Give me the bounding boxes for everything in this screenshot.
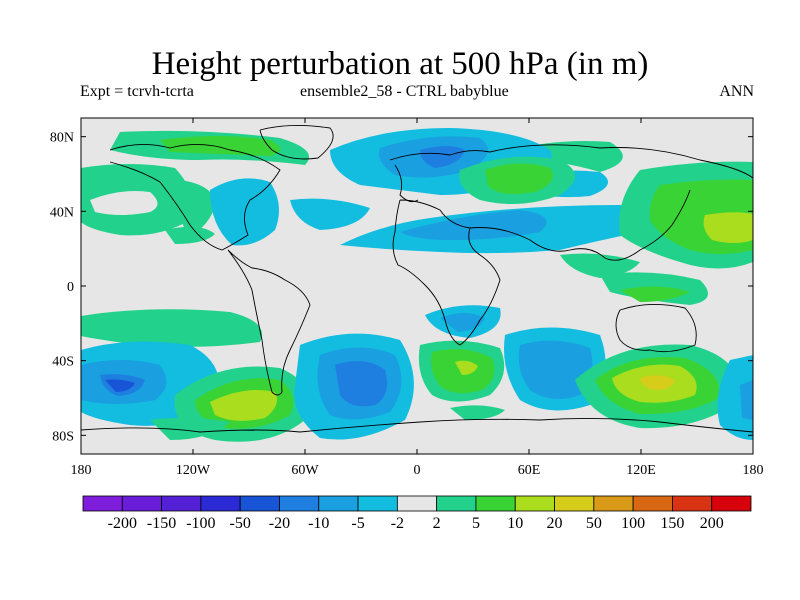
colorbar-swatch	[279, 495, 320, 512]
lon-tick-label: 180	[743, 463, 764, 478]
lat-tick-label: 40S	[52, 355, 74, 370]
colorbar: -200 -150 -100 -50 -20 -10 -5 -2 2 5 10 20 50 100 150 2…	[82, 495, 752, 532]
colorbar-swatch	[632, 495, 673, 512]
colorbar-label: 100	[621, 515, 645, 532]
contour-field	[81, 118, 753, 454]
colorbar-label: -200	[108, 515, 137, 532]
subtitle-experiment: Expt = tcrvh-tcrta	[80, 83, 194, 100]
colorbar-swatch	[672, 495, 713, 512]
lat-tick-label: 80S	[52, 429, 74, 444]
subtitle-ensemble: ensemble2_58 - CTRL babyblue	[300, 83, 509, 100]
lon-tick-label: 120E	[626, 463, 656, 478]
lat-tick-label: 80N	[50, 131, 74, 146]
colorbar-label: 50	[586, 515, 602, 532]
coastlines	[81, 124, 753, 433]
lon-tick-label: 0	[414, 463, 421, 478]
colorbar-label: -10	[308, 515, 329, 532]
colorbar-swatch	[161, 495, 202, 512]
colorbar-swatch	[554, 495, 595, 512]
latitude-axis: 80N 40N 0 40S 80S	[50, 131, 753, 444]
colorbar-swatch	[396, 495, 438, 512]
lon-tick-label: 60E	[518, 463, 541, 478]
lon-tick-label: 60W	[291, 463, 319, 478]
colorbar-swatch	[475, 495, 516, 512]
colorbar-swatch	[357, 495, 398, 512]
colorbar-label: 5	[472, 515, 480, 532]
colorbar-label: -100	[186, 515, 215, 532]
south-pacific-band-contour	[81, 309, 262, 347]
colorbar-swatch	[82, 495, 123, 512]
colorbar-label: 200	[700, 515, 724, 532]
north-america-contour	[210, 178, 279, 246]
colorbar-label: -2	[391, 515, 404, 532]
subtitle-season: ANN	[719, 83, 754, 100]
colorbar-label: -50	[230, 515, 251, 532]
colorbar-swatch	[200, 495, 241, 512]
colorbar-label: -20	[269, 515, 290, 532]
colorbar-swatch	[318, 495, 359, 512]
lat-tick-label: 40N	[50, 205, 74, 220]
colorbar-swatch	[239, 495, 280, 512]
map-title: Height perturbation at 500 hPa (in m)	[151, 46, 649, 82]
longitude-axis: 180 120W 60W 0 60E 120E 180	[71, 118, 764, 478]
colorbar-swatch	[514, 495, 555, 512]
colorbar-label: 10	[507, 515, 523, 532]
colorbar-swatch	[711, 495, 752, 512]
colorbar-label: -5	[351, 515, 364, 532]
colorbar-swatch	[593, 495, 634, 512]
greenland-contour	[160, 136, 280, 156]
colorbar-label: -150	[147, 515, 176, 532]
lat-tick-label: 0	[67, 280, 74, 295]
colorbar-swatch	[436, 495, 477, 512]
colorbar-label: 2	[433, 515, 441, 532]
colorbar-label: 150	[660, 515, 684, 532]
lon-tick-label: 180	[71, 463, 92, 478]
colorbar-swatch	[121, 495, 162, 512]
lon-tick-label: 120W	[176, 463, 211, 478]
colorbar-label: 20	[547, 515, 563, 532]
